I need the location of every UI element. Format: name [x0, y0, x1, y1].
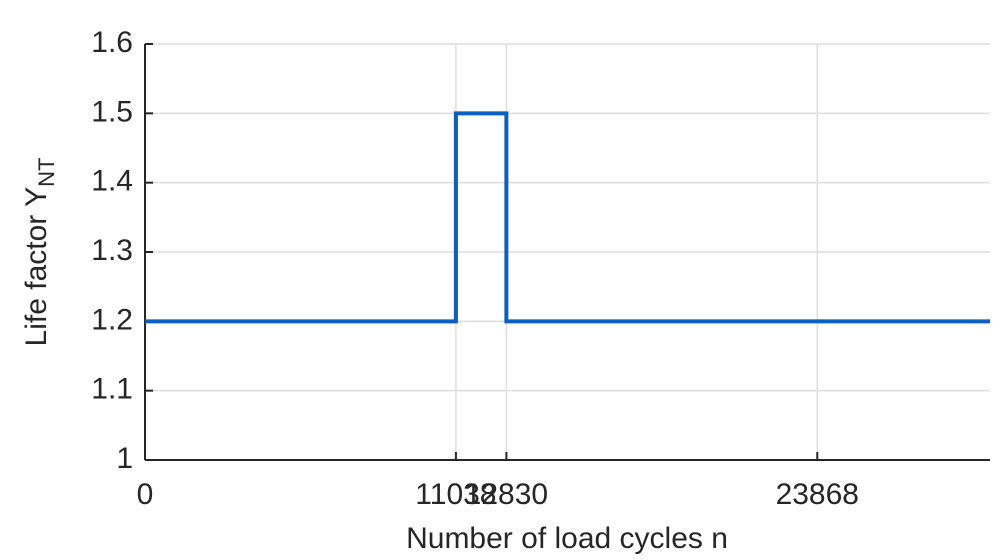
y-tick-label: 1.3	[91, 234, 133, 267]
x-tick-label: 23868	[776, 478, 859, 511]
y-tick-label: 1.6	[91, 26, 133, 59]
y-axis-label-subscript: NT	[34, 158, 59, 187]
x-tick-label: 0	[137, 478, 154, 511]
y-tick-label: 1	[116, 442, 133, 475]
x-tick-label: 11038	[415, 478, 496, 511]
data-line	[145, 111, 990, 324]
y-axis-label-main: Life factor Y	[20, 187, 53, 347]
y-tick-label: 1.1	[91, 373, 133, 406]
x-axis-label: Number of load cycles n	[406, 522, 728, 555]
y-tick-label: 1.2	[91, 303, 133, 336]
y-tick-label: 1.5	[91, 95, 133, 128]
y-tick-label: 1.4	[91, 165, 133, 198]
y-axis-label: Life factor YNT	[20, 158, 59, 347]
x-tick-label: 12830	[465, 478, 548, 511]
